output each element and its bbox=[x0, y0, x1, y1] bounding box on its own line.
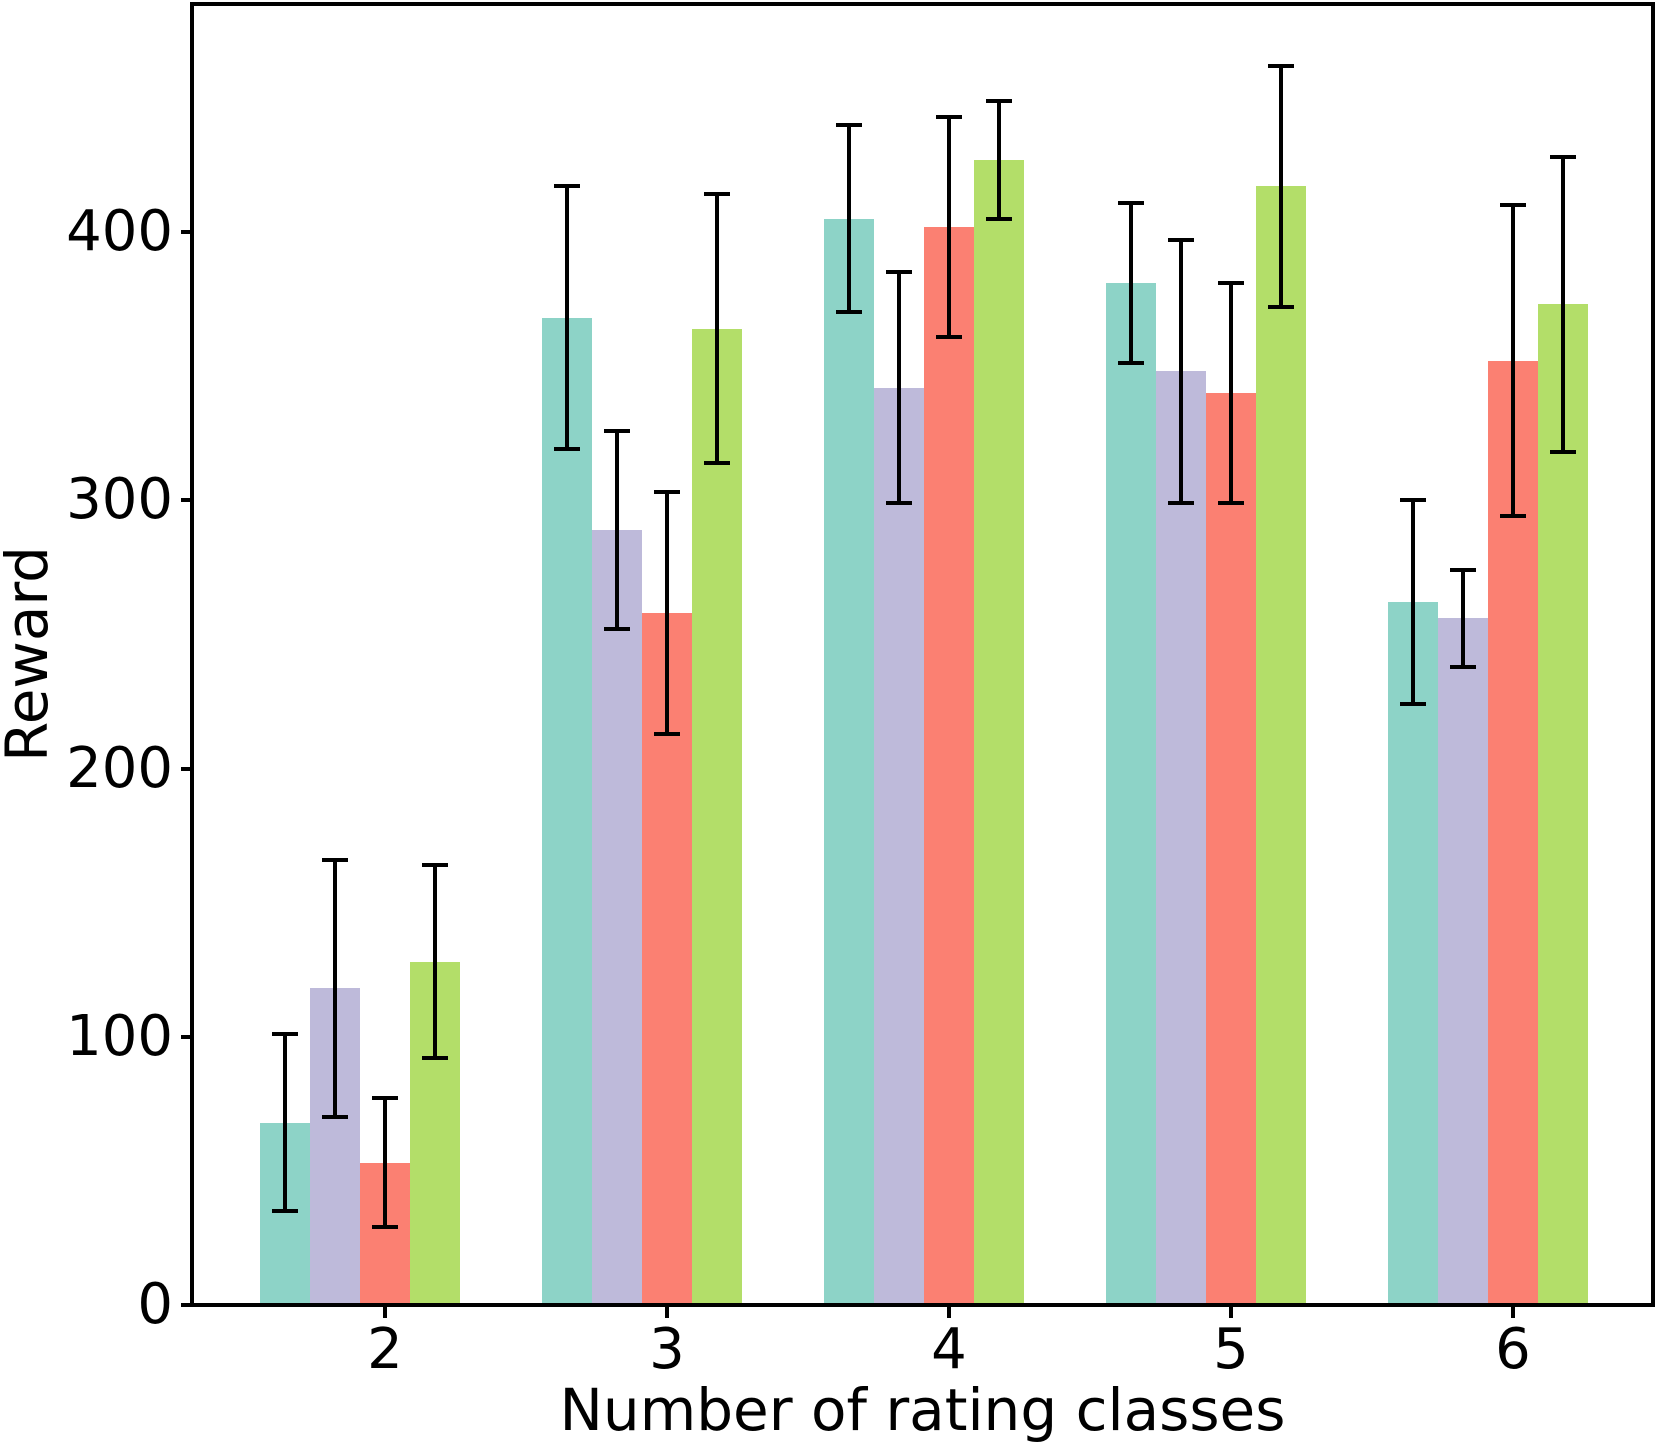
bar-series-lavender-class-6 bbox=[1437, 618, 1488, 1305]
error-cap-bottom-series-green-class-3 bbox=[704, 460, 731, 465]
error-cap-bottom-series-salmon-class-4 bbox=[936, 334, 962, 339]
x-tick-label-2: 2 bbox=[367, 1317, 403, 1382]
y-tick-label-100: 100 bbox=[66, 1003, 173, 1069]
error-cap-bottom-series-green-class-2 bbox=[422, 1056, 449, 1061]
error-bar-series-green-class-4 bbox=[997, 100, 1002, 219]
bar-series-teal-class-6 bbox=[1387, 602, 1438, 1305]
error-cap-bottom-series-teal-class-5 bbox=[1117, 361, 1144, 366]
error-cap-bottom-series-green-class-4 bbox=[986, 216, 1013, 221]
error-bar-series-teal-class-2 bbox=[282, 1034, 287, 1212]
x-tick-mark-5 bbox=[1229, 1307, 1233, 1318]
x-tick-label-4: 4 bbox=[931, 1317, 967, 1382]
error-cap-top-series-teal-class-4 bbox=[835, 122, 862, 127]
bar-series-green-class-6 bbox=[1538, 304, 1589, 1305]
error-cap-top-series-green-class-5 bbox=[1268, 63, 1295, 68]
error-cap-bottom-series-salmon-class-2 bbox=[372, 1225, 398, 1230]
error-bar-series-teal-class-4 bbox=[846, 124, 851, 313]
y-tick-mark-100 bbox=[181, 1034, 191, 1039]
y-tick-label-300: 300 bbox=[66, 467, 173, 533]
error-cap-top-series-salmon-class-6 bbox=[1500, 203, 1526, 208]
error-cap-bottom-series-lavender-class-3 bbox=[603, 627, 630, 632]
error-bar-series-green-class-5 bbox=[1279, 65, 1284, 308]
error-cap-top-series-green-class-6 bbox=[1550, 154, 1577, 159]
error-cap-top-series-lavender-class-2 bbox=[321, 857, 348, 862]
error-cap-bottom-series-lavender-class-4 bbox=[885, 500, 912, 505]
y-tick-label-400: 400 bbox=[66, 199, 173, 264]
x-tick-label-5: 5 bbox=[1213, 1317, 1249, 1382]
bar-series-salmon-class-5 bbox=[1205, 392, 1257, 1305]
bar-series-teal-class-4 bbox=[823, 218, 874, 1305]
y-tick-label-200: 200 bbox=[66, 735, 173, 801]
error-bar-series-lavender-class-4 bbox=[896, 272, 901, 503]
error-cap-bottom-series-lavender-class-2 bbox=[321, 1115, 348, 1120]
error-bar-series-lavender-class-2 bbox=[332, 859, 337, 1118]
y-tick-mark-0 bbox=[181, 1303, 191, 1307]
error-bar-series-lavender-class-6 bbox=[1460, 570, 1465, 667]
error-bar-series-salmon-class-3 bbox=[665, 492, 669, 734]
error-bar-series-teal-class-5 bbox=[1128, 202, 1133, 364]
bar-series-salmon-class-4 bbox=[923, 226, 975, 1305]
error-cap-top-series-lavender-class-5 bbox=[1167, 238, 1194, 243]
error-cap-top-series-lavender-class-3 bbox=[603, 428, 630, 433]
error-cap-top-series-salmon-class-4 bbox=[936, 114, 962, 119]
x-tick-mark-2 bbox=[383, 1307, 387, 1318]
error-bar-series-green-class-2 bbox=[433, 865, 438, 1059]
error-cap-bottom-series-teal-class-6 bbox=[1399, 702, 1426, 707]
y-axis-label: Reward bbox=[0, 546, 61, 762]
bar-series-teal-class-5 bbox=[1105, 282, 1156, 1305]
error-cap-top-series-lavender-class-6 bbox=[1449, 568, 1476, 572]
y-tick-mark-300 bbox=[181, 498, 191, 503]
error-bar-series-lavender-class-5 bbox=[1178, 240, 1183, 503]
error-bar-series-salmon-class-6 bbox=[1511, 205, 1515, 517]
error-cap-bottom-series-lavender-class-6 bbox=[1449, 664, 1476, 669]
x-tick-mark-4 bbox=[947, 1307, 951, 1318]
error-cap-top-series-teal-class-5 bbox=[1117, 200, 1144, 205]
error-cap-top-series-salmon-class-3 bbox=[654, 490, 680, 495]
error-cap-top-series-green-class-4 bbox=[986, 98, 1013, 103]
error-cap-top-series-teal-class-3 bbox=[553, 184, 580, 189]
y-tick-mark-200 bbox=[181, 766, 191, 771]
error-cap-bottom-series-green-class-5 bbox=[1268, 305, 1295, 310]
error-cap-bottom-series-teal-class-4 bbox=[835, 310, 862, 315]
error-cap-bottom-series-salmon-class-3 bbox=[654, 731, 680, 736]
x-tick-mark-3 bbox=[665, 1307, 669, 1318]
error-cap-top-series-teal-class-2 bbox=[271, 1032, 298, 1037]
error-cap-bottom-series-lavender-class-5 bbox=[1167, 500, 1194, 505]
error-cap-top-series-lavender-class-4 bbox=[885, 270, 912, 275]
error-cap-top-series-teal-class-6 bbox=[1399, 498, 1426, 503]
x-tick-mark-6 bbox=[1511, 1307, 1515, 1318]
bar-series-green-class-4 bbox=[974, 159, 1025, 1305]
error-bar-series-salmon-class-4 bbox=[947, 116, 951, 337]
error-bar-series-green-class-6 bbox=[1561, 156, 1566, 452]
x-tick-label-3: 3 bbox=[649, 1317, 685, 1382]
error-cap-bottom-series-salmon-class-5 bbox=[1218, 500, 1244, 505]
y-tick-label-0: 0 bbox=[137, 1272, 173, 1337]
bar-series-lavender-class-4 bbox=[873, 387, 924, 1305]
y-tick-mark-400 bbox=[181, 230, 191, 234]
error-bar-series-teal-class-3 bbox=[564, 186, 569, 450]
bar-series-green-class-5 bbox=[1256, 186, 1307, 1305]
error-bar-series-lavender-class-3 bbox=[614, 430, 619, 629]
error-bar-series-green-class-3 bbox=[715, 194, 720, 463]
bar-series-teal-class-3 bbox=[541, 317, 592, 1305]
error-cap-bottom-series-teal-class-3 bbox=[553, 447, 580, 452]
error-cap-bottom-series-teal-class-2 bbox=[271, 1209, 298, 1214]
bar-series-lavender-class-5 bbox=[1155, 371, 1206, 1305]
x-tick-label-6: 6 bbox=[1495, 1317, 1531, 1382]
x-axis-label: Number of rating classes bbox=[559, 1376, 1286, 1444]
error-cap-bottom-series-green-class-6 bbox=[1550, 449, 1577, 454]
bar-series-lavender-class-3 bbox=[591, 529, 642, 1305]
error-bar-series-teal-class-6 bbox=[1410, 500, 1415, 705]
error-cap-top-series-salmon-class-5 bbox=[1218, 280, 1244, 285]
error-bar-series-salmon-class-2 bbox=[383, 1098, 387, 1228]
error-cap-bottom-series-salmon-class-6 bbox=[1500, 514, 1526, 519]
bar-series-green-class-3 bbox=[692, 328, 743, 1305]
error-cap-top-series-salmon-class-2 bbox=[372, 1096, 398, 1101]
error-cap-top-series-green-class-3 bbox=[704, 192, 731, 197]
error-cap-top-series-green-class-2 bbox=[422, 863, 449, 868]
error-bar-series-salmon-class-5 bbox=[1229, 282, 1233, 503]
